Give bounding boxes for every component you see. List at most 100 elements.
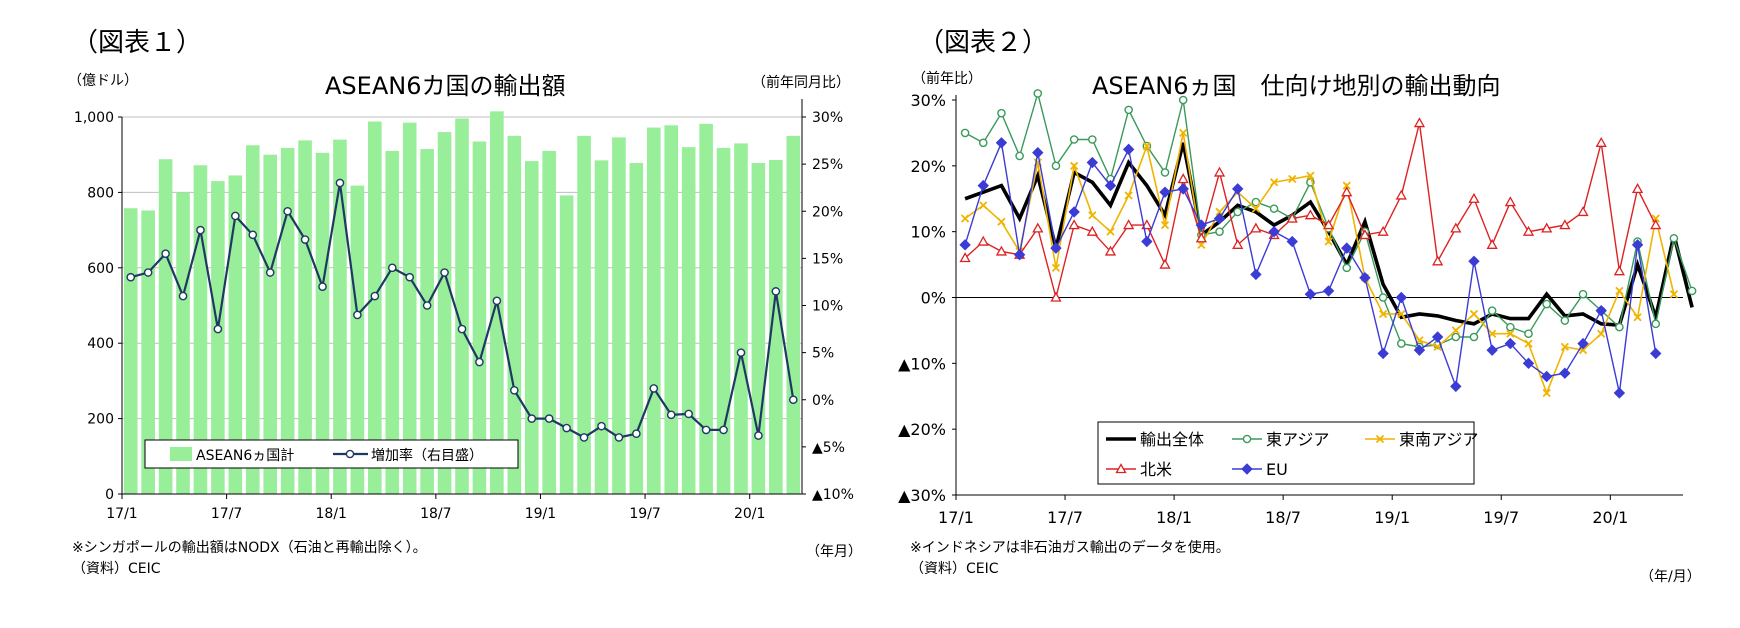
series-point	[1359, 272, 1371, 284]
figure2-note: ※インドネシアは非石油ガス輸出のデータを使用。	[910, 540, 1230, 556]
growth-point	[579, 433, 589, 442]
x-tick-label: 19/1	[525, 506, 556, 522]
x-tick-label: 18/1	[1156, 508, 1192, 527]
series-point	[1395, 189, 1407, 200]
series-line	[964, 132, 1675, 396]
growth-point	[719, 425, 728, 435]
figure1-left-ticks: 0 200 400 600 800 1,000	[74, 110, 122, 503]
x-tick-label: 17/7	[211, 506, 242, 522]
series-point	[1542, 299, 1551, 309]
y-tick-label: ▲10%	[898, 354, 946, 373]
y-tick-label: ▲30%	[898, 486, 946, 505]
series-point	[1650, 219, 1662, 230]
bar	[368, 121, 382, 495]
series-point	[1613, 265, 1625, 276]
growth-point	[440, 268, 449, 277]
bar	[594, 160, 609, 495]
series-point	[1615, 322, 1624, 332]
x-tick-label: 19/1	[1374, 508, 1410, 527]
growth-point	[597, 421, 606, 431]
series-point	[1650, 347, 1662, 360]
bar	[158, 159, 173, 494]
figure1-title: ASEAN6カ国の輸出額	[325, 72, 566, 100]
figure2-panel: （図表２） ASEAN6ヵ国 仕向け地別の輸出動向 （前年比） ▲30% ▲20%…	[870, 0, 1740, 628]
series-point	[1232, 183, 1244, 195]
series-point	[1595, 136, 1607, 147]
legend-label: 東南アジア	[1399, 430, 1478, 449]
series-point	[1086, 156, 1099, 169]
series-point	[1159, 186, 1171, 198]
y-right-tick-label: 15%	[812, 251, 843, 267]
bar	[716, 147, 731, 494]
figure1-chart: 0 200 400 600 800 1,000 ▲10% ▲5% 0% 5% 10% 15% 20% 25…	[74, 99, 854, 522]
growth-point	[736, 348, 746, 357]
figure1-note: ※シンガポールの輸出額はNODX（石油と再輸出除く）。	[72, 540, 427, 556]
series-point	[1341, 186, 1353, 197]
series-point	[1413, 344, 1426, 356]
series-point	[1633, 313, 1642, 322]
series-point	[1577, 337, 1589, 350]
series-point	[1268, 225, 1280, 238]
legend-label-bar: ASEAN6ヵ国計	[196, 448, 294, 464]
series-point	[1159, 258, 1171, 269]
x-tick-label: 17/1	[106, 506, 137, 522]
series-point	[1195, 219, 1208, 231]
y-right-tick-label: 0%	[812, 393, 834, 409]
growth-point	[788, 395, 798, 405]
bar	[769, 159, 783, 494]
bar	[385, 150, 400, 494]
series-point	[1033, 89, 1043, 98]
bar	[577, 135, 591, 494]
series-point	[1088, 211, 1097, 220]
legend-marker	[1242, 434, 1252, 444]
growth-point	[283, 206, 292, 216]
figure1-left-axis-unit: （億ドル）	[68, 73, 138, 89]
series-point	[1540, 370, 1553, 383]
growth-point	[771, 287, 781, 296]
figure2-y-axis-unit: （前年比）	[912, 71, 982, 87]
bar	[263, 154, 278, 494]
series-point	[1324, 237, 1333, 246]
series-point	[1141, 235, 1153, 248]
bar	[298, 140, 312, 494]
figure1-right-ticks: ▲10% ▲5% 0% 5% 10% 15% 20% 25% 30%	[802, 110, 854, 503]
legend-label: 北米	[1140, 460, 1172, 479]
series-point	[1450, 380, 1462, 393]
series-point	[1250, 268, 1262, 281]
series-point	[1251, 204, 1261, 213]
growth-point	[353, 310, 362, 320]
series-point	[1504, 337, 1517, 350]
figure2-x-ticks: 17/1 17/7 18/1 18/7 19/1 19/7 20/1	[938, 495, 1628, 527]
growth-point	[231, 211, 240, 221]
growth-point	[318, 282, 327, 291]
figure1-source: （資料）CEIC	[72, 561, 161, 577]
series-point	[1560, 342, 1569, 352]
figure1-growth-line	[126, 178, 798, 442]
series-point	[1469, 332, 1479, 342]
series-point	[1050, 242, 1062, 254]
series-point	[1051, 263, 1061, 273]
growth-point	[684, 409, 693, 419]
growth-point	[248, 230, 258, 240]
series-point	[1088, 135, 1097, 144]
x-tick-label: 18/7	[1265, 508, 1301, 527]
series-point	[1597, 329, 1606, 338]
series-point	[1013, 249, 1026, 261]
growth-point	[126, 272, 136, 282]
series-point	[1377, 347, 1389, 360]
y-right-tick-label: ▲5%	[812, 440, 845, 456]
series-point	[1233, 207, 1243, 217]
bar	[123, 208, 138, 494]
series-point	[1486, 344, 1498, 356]
bar	[786, 135, 801, 494]
series-point	[1377, 225, 1389, 236]
growth-point	[422, 301, 432, 310]
growth-point	[387, 263, 397, 273]
y-left-tick-label: 200	[87, 412, 114, 428]
growth-point	[457, 324, 467, 334]
series-point	[1051, 161, 1061, 171]
bar	[350, 185, 365, 494]
series-point	[995, 137, 1008, 149]
series-point	[1451, 326, 1460, 335]
figure2-y-ticks: ▲30% ▲20% ▲10% 0% 10% 20% 30%	[898, 91, 956, 505]
